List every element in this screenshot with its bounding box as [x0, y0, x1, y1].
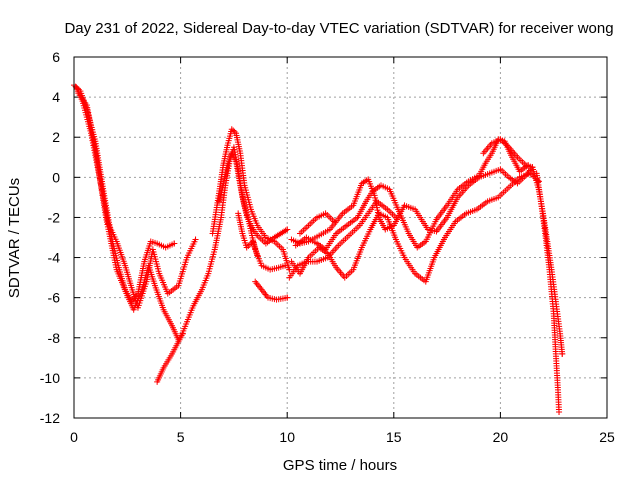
tick-marks: [73, 56, 608, 419]
series-track-6: [215, 150, 289, 273]
series-track-3: [75, 90, 186, 343]
series-track-5: [209, 126, 293, 273]
data-point: [286, 266, 293, 273]
series-track-11: [288, 170, 542, 285]
y-tick-label: -2: [48, 209, 61, 225]
series-track-15: [533, 170, 563, 415]
y-tick-labels: -12 -10 -8 -6 -4 -2 0 2 4 6: [40, 49, 60, 426]
y-tick-label: -10: [40, 370, 60, 386]
y-tick-label: -4: [48, 250, 61, 266]
x-tick-label: 0: [70, 429, 78, 445]
series-track-9: [288, 164, 536, 247]
data-point: [171, 240, 178, 247]
data-point: [231, 128, 238, 135]
y-tick-label: -6: [48, 290, 61, 306]
y-tick-label: 2: [52, 129, 60, 145]
y-tick-label: -8: [48, 330, 61, 346]
y-tick-label: -12: [40, 410, 60, 426]
data-point: [556, 408, 563, 415]
data-point: [331, 218, 338, 225]
series-track-10: [292, 136, 532, 253]
data-point: [284, 226, 291, 233]
x-tick-label: 5: [177, 429, 185, 445]
data-point: [228, 126, 235, 133]
series-track-4: [154, 144, 291, 385]
x-tick-label: 20: [493, 429, 509, 445]
x-tick-labels: 0 5 10 15 20 25: [70, 429, 615, 445]
y-tick-label: 0: [52, 169, 60, 185]
data-point: [284, 294, 291, 301]
grid: [74, 57, 607, 418]
chart-title: Day 231 of 2022, Sidereal Day-to-day VTE…: [64, 20, 613, 37]
series-track-7: [235, 210, 261, 259]
series-track-13: [296, 210, 338, 237]
data-point: [559, 350, 566, 357]
data-point: [254, 252, 261, 259]
plot-frame: [73, 56, 608, 419]
data-point: [392, 214, 399, 221]
x-tick-label: 15: [386, 429, 402, 445]
series-layer: [71, 82, 566, 415]
y-tick-label: 4: [52, 89, 60, 105]
x-tick-label: 25: [599, 429, 615, 445]
series-track-12: [286, 198, 399, 281]
y-tick-label: 6: [52, 49, 60, 65]
y-axis-label: SDTVAR / TECUs: [6, 178, 23, 298]
data-point: [230, 127, 237, 134]
data-point: [192, 236, 199, 243]
data-point: [282, 262, 289, 269]
series-track-8: [252, 278, 291, 303]
x-axis-label: GPS time / hours: [283, 457, 397, 474]
x-tick-label: 10: [279, 429, 295, 445]
